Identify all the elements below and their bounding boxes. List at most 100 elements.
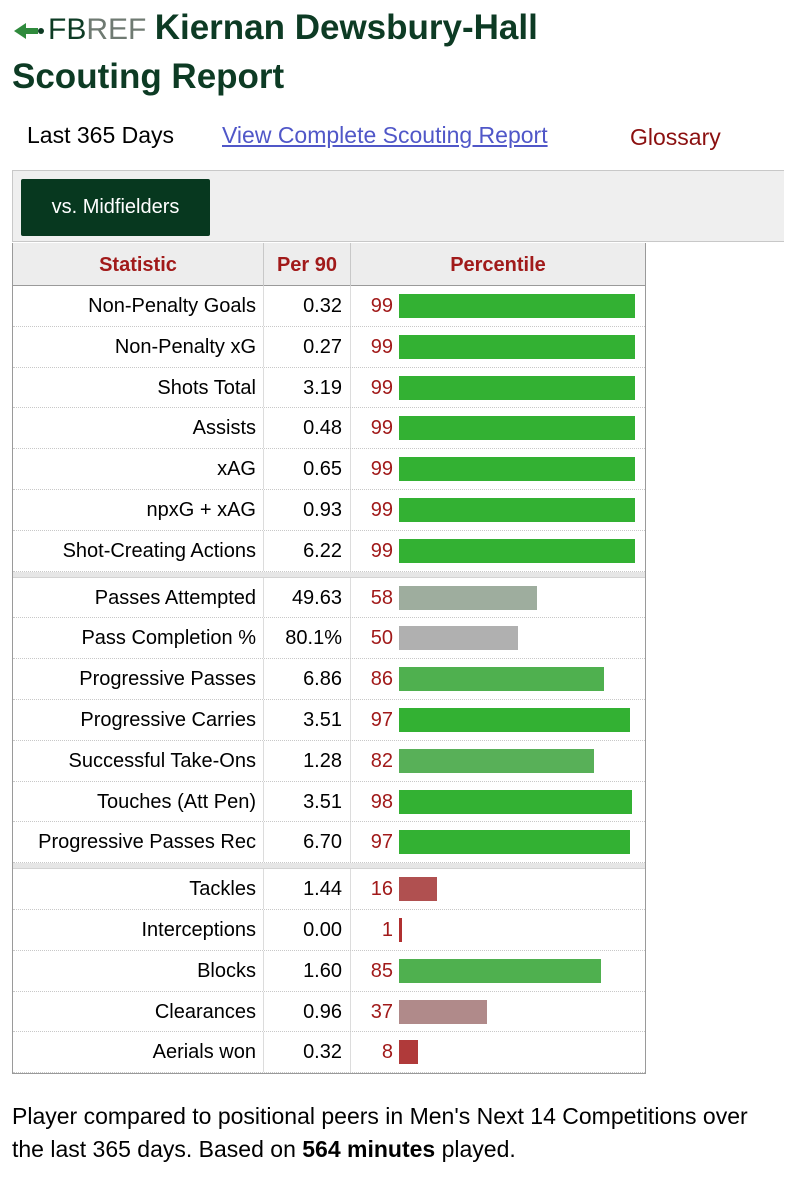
stat-name[interactable]: npxG + xAG <box>146 498 257 521</box>
stat-name[interactable]: Passes Attempted <box>94 586 256 609</box>
per90-value: 0.00 <box>263 909 351 950</box>
header-statistic[interactable]: Statistic <box>99 254 177 276</box>
percentile-value: 58 <box>370 586 393 609</box>
stat-name[interactable]: Clearances <box>154 1000 256 1023</box>
percentile-bar <box>399 538 635 563</box>
percentile-value: 99 <box>370 376 393 399</box>
stat-name[interactable]: Pass Completion % <box>81 627 256 650</box>
percentile-bar <box>399 416 635 441</box>
per90-value: 6.70 <box>263 822 351 863</box>
table-row: Tackles 1.44 16 <box>13 869 645 910</box>
tab-vs-midfielders[interactable]: vs. Midfielders <box>21 179 210 236</box>
minutes-played: 564 minutes <box>302 1136 436 1162</box>
percentile-bar <box>399 1040 418 1065</box>
table-row: xAG 0.65 99 <box>13 449 645 490</box>
per90-value: 0.96 <box>263 991 351 1032</box>
table-row: Shots Total 3.19 99 <box>13 367 645 409</box>
percentile-bar <box>399 334 635 359</box>
table-row: Touches (Att Pen) 3.51 98 <box>13 781 645 823</box>
per90-value: 0.32 <box>263 286 351 326</box>
percentile-bar <box>399 789 632 814</box>
table-row: Blocks 1.60 85 <box>13 950 645 992</box>
percentile-value: 97 <box>370 831 393 854</box>
stat-name[interactable]: Touches (Att Pen) <box>97 790 256 813</box>
stat-name[interactable]: Blocks <box>197 959 256 982</box>
stat-name[interactable]: xAG <box>217 458 256 481</box>
percentile-value: 99 <box>370 498 393 521</box>
per90-value: 6.22 <box>263 530 351 571</box>
stat-name[interactable]: Progressive Carries <box>80 708 256 731</box>
group-separator <box>13 863 645 870</box>
per90-value: 3.19 <box>263 367 351 408</box>
table-row: Assists 0.48 99 <box>13 408 645 450</box>
table-body: Non-Penalty Goals 0.32 99 Non-Penalty xG 0.2… <box>13 286 645 1074</box>
per90-value: 1.44 <box>263 869 351 909</box>
stat-name[interactable]: Non-Penalty Goals <box>88 295 256 317</box>
stat-name[interactable]: Shot-Creating Actions <box>62 539 256 562</box>
table-row: Shot-Creating Actions 6.22 99 <box>13 530 645 572</box>
percentile-value: 1 <box>381 918 393 941</box>
stat-name[interactable]: Assists <box>192 417 256 440</box>
page-title: FBREF Kiernan Dewsbury-Hall Scouting Rep… <box>12 4 538 100</box>
brand-ref: REF <box>86 13 147 46</box>
percentile-bar <box>399 999 487 1024</box>
per90-value: 1.28 <box>263 740 351 781</box>
stat-name[interactable]: Shots Total <box>157 376 256 399</box>
percentile-value: 37 <box>370 1000 393 1023</box>
per90-value: 1.60 <box>263 950 351 991</box>
percentile-bar <box>399 958 601 983</box>
percentile-bar <box>399 667 604 692</box>
per90-value: 0.32 <box>263 1032 351 1073</box>
stat-name[interactable]: Aerials won <box>152 1041 256 1064</box>
comparison-note: Player compared to positional peers in M… <box>12 1100 772 1166</box>
stat-name[interactable]: Tackles <box>189 878 256 901</box>
percentile-value: 98 <box>370 790 393 813</box>
percentile-value: 16 <box>370 878 393 901</box>
per90-value: 0.65 <box>263 449 351 489</box>
percentile-value: 99 <box>370 458 393 481</box>
stat-name[interactable]: Progressive Passes <box>79 668 256 691</box>
percentile-value: 97 <box>370 708 393 731</box>
header-percentile[interactable]: Percentile <box>450 254 546 276</box>
table-row: Non-Penalty xG 0.27 99 <box>13 326 645 368</box>
percentile-bar <box>399 707 630 732</box>
stat-name[interactable]: Interceptions <box>141 918 256 941</box>
table-row: Progressive Passes 6.86 86 <box>13 659 645 700</box>
per90-value: 0.93 <box>263 489 351 530</box>
percentile-bar <box>399 457 635 482</box>
comparison-filter-bar: vs. Midfielders <box>12 170 784 242</box>
percentile-bar <box>399 294 635 318</box>
percentile-bar <box>399 585 537 610</box>
complete-report-link[interactable]: View Complete Scouting Report <box>222 122 548 148</box>
percentile-bar <box>399 830 630 855</box>
percentile-value: 99 <box>370 539 393 562</box>
period-label: Last 365 Days <box>27 122 175 148</box>
header-per90[interactable]: Per 90 <box>263 243 351 287</box>
percentile-value: 8 <box>381 1041 393 1064</box>
table-row: npxG + xAG 0.93 99 <box>13 489 645 531</box>
stat-name[interactable]: Successful Take-Ons <box>68 749 257 772</box>
note-text-end: played. <box>435 1136 516 1162</box>
brand-fb: FB <box>48 13 87 46</box>
per90-value: 80.1% <box>263 618 351 659</box>
percentile-bar <box>399 497 635 522</box>
per90-value: 6.86 <box>263 659 351 699</box>
per90-value: 0.48 <box>263 408 351 449</box>
percentile-value: 82 <box>370 749 393 772</box>
percentile-bar <box>399 877 437 902</box>
per90-value: 3.51 <box>263 699 351 740</box>
scouting-table: Statistic Per 90 Percentile Non-Penalty … <box>12 243 646 1075</box>
stat-name[interactable]: Progressive Passes Rec <box>38 831 256 854</box>
report-subtitle: Scouting Report <box>12 57 285 96</box>
table-header: Statistic Per 90 Percentile <box>13 243 645 287</box>
note-text: Player compared to positional peers in M… <box>12 1103 748 1162</box>
per90-value: 0.27 <box>263 326 351 367</box>
percentile-value: 85 <box>370 959 393 982</box>
stat-name[interactable]: Non-Penalty xG <box>114 335 256 358</box>
glossary-link[interactable]: Glossary <box>630 124 721 150</box>
table-row: Clearances 0.96 37 <box>13 991 645 1033</box>
fbref-logo[interactable]: FBREF <box>12 13 155 46</box>
player-name: Kiernan Dewsbury-Hall <box>154 8 538 47</box>
percentile-value: 86 <box>370 668 393 691</box>
table-row: Non-Penalty Goals 0.32 99 <box>13 286 645 327</box>
